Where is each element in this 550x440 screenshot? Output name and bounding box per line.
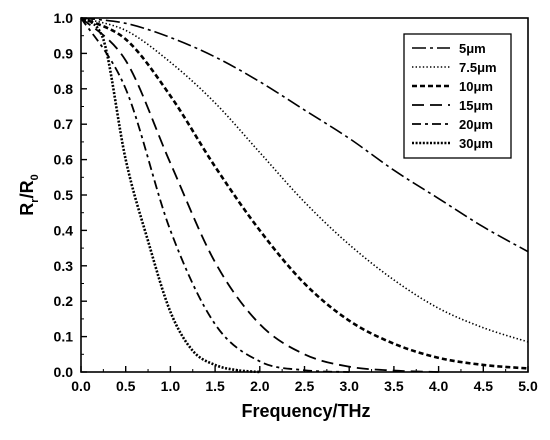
y-tick-label-0.2: 0.2 (54, 293, 74, 309)
legend: 5μm 7.5μm 10μm 15μm 20μm 30μm (403, 33, 512, 159)
y-axis-title-main: R (17, 203, 37, 216)
series-line-4 (80, 17, 350, 373)
legend-label-1: 7.5μm (459, 60, 497, 75)
y-tick-label-0.9: 0.9 (54, 45, 74, 61)
y-tick-label-0.4: 0.4 (54, 222, 74, 238)
series-line-5 (80, 16, 260, 374)
x-tick-label-1.0: 1.0 (161, 378, 181, 394)
series-line-3 (80, 17, 439, 373)
y-axis-title-sub2: 0 (29, 174, 41, 180)
x-tick-label-4.0: 4.0 (429, 378, 449, 394)
y-tick-label-0.0: 0.0 (54, 364, 74, 380)
series-line-0 (80, 17, 529, 253)
y-axis-title-sub1: r (29, 198, 41, 203)
y-axis-title-slash: /R (17, 180, 37, 198)
x-tick-label-2.0: 2.0 (250, 378, 270, 394)
series-line-1 (80, 17, 529, 343)
y-tick-label-1.0: 1.0 (54, 10, 74, 26)
x-tick-label-5.0: 5.0 (518, 378, 538, 394)
x-tick-label-3.0: 3.0 (339, 378, 359, 394)
x-tick-label-3.5: 3.5 (384, 378, 404, 394)
x-tick-label-0.0: 0.0 (71, 378, 91, 394)
y-axis-title: Rr/R0 (17, 174, 41, 215)
legend-box (403, 33, 512, 159)
legend-label-0: 5μm (459, 41, 486, 56)
legend-label-4: 20μm (459, 117, 493, 132)
y-tick-label-0.6: 0.6 (54, 152, 74, 168)
y-tick-label-0.8: 0.8 (54, 81, 74, 97)
legend-label-5: 30μm (459, 136, 493, 151)
legend-label-2: 10μm (459, 79, 493, 94)
x-tick-label-0.5: 0.5 (116, 378, 136, 394)
legend-label-3: 15μm (459, 98, 493, 113)
x-tick-label-4.5: 4.5 (474, 378, 494, 394)
series-line-2 (80, 16, 529, 370)
y-tick-label-0.1: 0.1 (54, 329, 74, 345)
x-axis-title: Frequency/THz (241, 401, 370, 421)
y-tick-label-0.3: 0.3 (54, 258, 74, 274)
y-tick-label-0.7: 0.7 (54, 116, 74, 132)
plot-frame (80, 17, 529, 373)
x-tick-label-1.5: 1.5 (205, 378, 225, 394)
plot-layer: 0.0 0.5 1.0 1.5 2.0 2.5 3.0 3.5 4.0 4.5 5.0 0.0 0.1 0… (54, 10, 538, 394)
x-tick-label-2.5: 2.5 (295, 378, 315, 394)
y-tick-label-0.5: 0.5 (54, 187, 74, 203)
